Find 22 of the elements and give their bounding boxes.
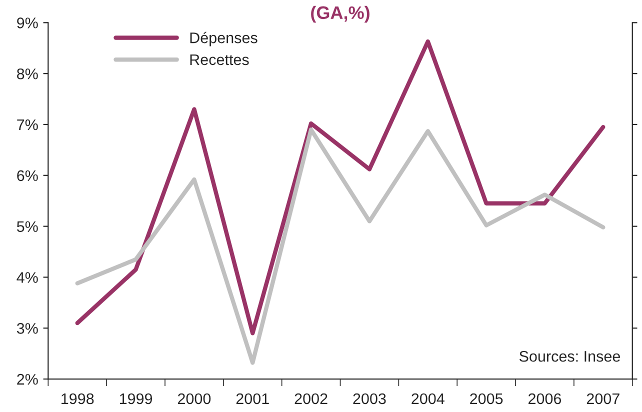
- x-tick-label: 2005: [470, 393, 503, 404]
- x-tick-label: 1999: [120, 393, 152, 404]
- x-tick-label: 2000: [178, 393, 211, 404]
- x-tick-label: 2002: [294, 393, 328, 404]
- x-tick-label: 2004: [412, 393, 444, 404]
- y-tick-label: 5%: [16, 221, 38, 232]
- y-tick-label: 4%: [16, 272, 38, 283]
- y-tick-label: 2%: [17, 374, 38, 385]
- annotation: Sources: Insee: [519, 350, 620, 362]
- y-tick-label: 6%: [17, 170, 38, 182]
- y-tick-label: 7%: [17, 119, 38, 130]
- y-tick-label: 9%: [17, 18, 38, 28]
- legend-label: Recettes: [190, 54, 249, 66]
- legend-label: Dépenses: [190, 32, 258, 46]
- x-tick-label: 1998: [62, 393, 94, 404]
- y-tick-label: 8%: [17, 68, 38, 80]
- x-tick-label: 2006: [528, 393, 562, 404]
- x-tick-label: 2007: [586, 393, 620, 404]
- x-tick-label: 2001: [236, 393, 269, 404]
- y-tick-label: 3%: [16, 322, 38, 334]
- chart-title: (GA,%): [311, 6, 370, 23]
- x-tick-label: 2003: [353, 393, 386, 404]
